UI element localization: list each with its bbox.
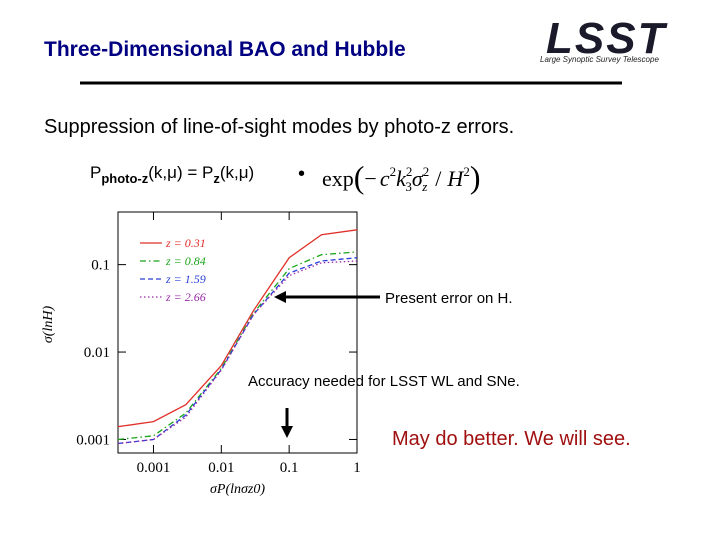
legend-label: z = 0.31: [165, 236, 206, 250]
formula-text: exp: [322, 166, 354, 191]
formula-sub: z: [213, 171, 220, 186]
formula-text: P: [90, 163, 101, 182]
y-tick-label: 0.001: [76, 432, 110, 448]
formula-text: H: [446, 166, 464, 191]
logo-subtitle: Large Synoptic Survey Telescope: [540, 55, 659, 64]
series-line: [117, 229, 358, 428]
plot-frame: [117, 211, 358, 454]
logo: LSST: [546, 14, 668, 63]
subtitle: Suppression of line-of-sight modes by ph…: [44, 116, 514, 138]
series-line: [117, 257, 358, 445]
formula-dot: •: [298, 163, 305, 185]
formula-lhs: Pphoto-z(k,μ) = Pz(k,μ): [90, 163, 254, 186]
formula-sup: 2: [406, 164, 413, 179]
formula-sup: 2: [463, 164, 470, 179]
formula-rhs: exp(− c2k2 3σ2 z / H2): [322, 159, 480, 195]
legend-label: z = 2.66: [165, 290, 206, 304]
series-line: [117, 260, 358, 445]
formula-sup: 2: [390, 164, 397, 179]
annotation: Accuracy needed for LSST WL and SNe.: [248, 373, 520, 390]
x-tick-label: 1: [353, 460, 361, 476]
formula-text: /: [435, 166, 442, 191]
series-line: [117, 251, 358, 441]
formula-text: k: [396, 166, 407, 191]
x-axis-label: σP(lnσz0): [210, 482, 265, 497]
formula-text: c: [380, 166, 390, 191]
slide-title: Three-Dimensional BAO and Hubble: [44, 38, 406, 61]
formula-text: (k,μ): [220, 163, 254, 182]
formula-sub: photo-z: [101, 171, 148, 186]
y-tick-label: 0.01: [84, 345, 110, 361]
arrowhead: [281, 426, 293, 438]
formula-sub: 3: [405, 179, 412, 194]
legend-label: z = 0.84: [165, 254, 206, 268]
x-tick-label: 0.001: [137, 460, 171, 476]
y-tick-label: 0.1: [91, 258, 110, 274]
formula-sup: 2: [423, 164, 430, 179]
annotation: May do better. We will see.: [392, 428, 631, 450]
formula-text: −: [364, 166, 376, 191]
annotation: Present error on H.: [385, 290, 513, 307]
legend-label: z = 1.59: [165, 272, 206, 286]
chart: 0.001 0.01 0.1 1 0.001 0.01 0.1 σP(lnσz0) σ(lnH)…: [41, 211, 361, 497]
formula-text: σ: [412, 166, 424, 191]
formula-text: (k,μ) = P: [148, 163, 213, 182]
formula-paren: (: [354, 159, 365, 195]
x-tick-label: 0.1: [280, 460, 299, 476]
formula-sub: z: [421, 179, 427, 194]
logo-bg: [540, 14, 700, 66]
arrowhead: [274, 291, 286, 303]
y-axis-label: σ(lnH): [41, 306, 56, 344]
formula-paren: ): [470, 159, 481, 195]
x-tick-label: 0.01: [208, 460, 234, 476]
